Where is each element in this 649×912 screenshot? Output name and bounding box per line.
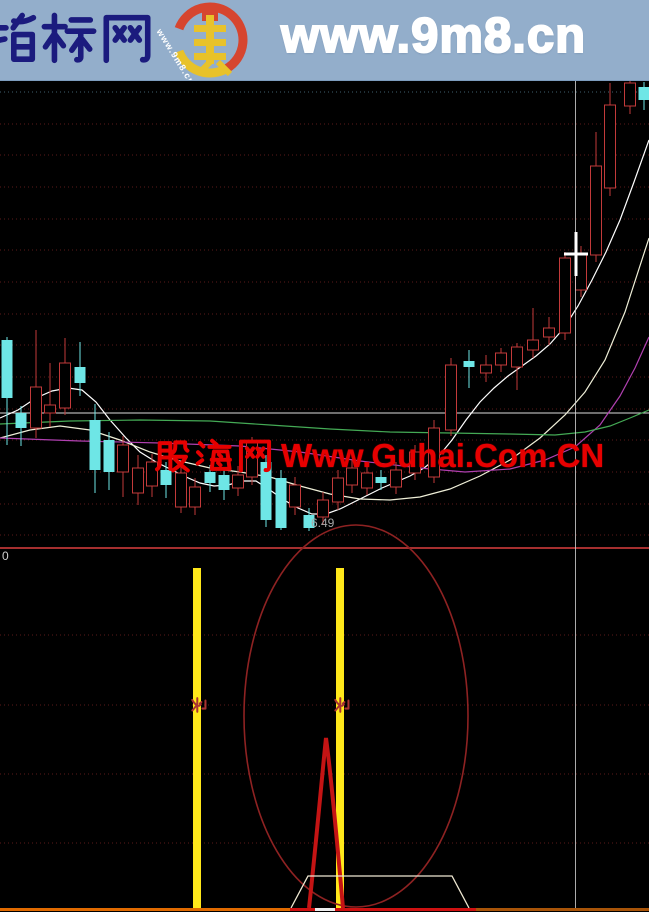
candle-up: [44, 404, 56, 414]
candle-up: [543, 327, 555, 338]
candle-up: [30, 386, 42, 429]
candle-up: [445, 364, 457, 431]
candle-up: [146, 461, 158, 487]
candle-down: [74, 367, 86, 383]
candle-down: [204, 472, 216, 483]
candle-up: [232, 474, 244, 489]
candle-down: [463, 361, 475, 367]
candle-up: [132, 467, 144, 494]
char-biao: [41, 11, 97, 67]
baseline-segment: [290, 908, 476, 911]
site-logo: [172, 2, 248, 80]
candle-up: [317, 499, 329, 518]
candle-up: [346, 467, 358, 486]
watermark: Www.Guhai.Com.CN: [154, 437, 604, 475]
char-mai: [334, 697, 351, 714]
candle-down: [160, 470, 172, 485]
low-price-label: 6.49: [311, 516, 335, 530]
candle-down: [638, 87, 649, 100]
char-gu: [154, 437, 192, 475]
candle-down: [303, 515, 315, 528]
site-banner: www.9m8.cn www.9m8.cn: [0, 0, 649, 81]
char-wang2: [236, 437, 274, 475]
signal-bar: [193, 568, 201, 908]
indicator-trapezoid: [290, 875, 470, 909]
candle-up: [117, 444, 129, 473]
candle-up: [289, 484, 301, 508]
baseline-segment: [476, 908, 649, 911]
candle-up: [175, 472, 187, 508]
indicator-zero-label: 0: [2, 549, 9, 563]
candle-up: [428, 427, 440, 478]
indicator-spike: [307, 737, 345, 909]
candle-up: [559, 257, 571, 334]
buy-signal-marker: [329, 697, 351, 714]
candle-up: [332, 477, 344, 503]
candle-down: [275, 478, 287, 528]
signal-bar: [336, 568, 344, 908]
candle-up: [495, 352, 507, 366]
ma-green: [0, 409, 649, 436]
char-mai: [191, 697, 208, 714]
candle-down: [218, 475, 230, 490]
candle-up: [527, 339, 539, 351]
ma-slow-cream: [0, 237, 649, 501]
candle-up: [189, 486, 201, 508]
candle-up: [361, 472, 373, 489]
site-title: [0, 11, 157, 67]
candle-down: [15, 413, 27, 428]
baseline-segment: [0, 908, 290, 911]
banner-url-text: www.9m8.cn: [280, 8, 587, 64]
candle-up: [390, 469, 402, 488]
candle-down: [260, 462, 272, 520]
char-hai: [195, 437, 233, 475]
char-wang: [99, 11, 155, 67]
ma-fast-white: [0, 139, 649, 515]
highlight-ellipse: [243, 524, 469, 908]
candle-down: [89, 420, 101, 470]
char-zhi: [0, 11, 39, 67]
candle-down: [103, 440, 115, 472]
candle-up: [59, 362, 71, 409]
candle-up: [511, 346, 523, 368]
watermark-latin-text: Www.Guhai.Com.CN: [281, 437, 605, 474]
candle-up: [409, 451, 421, 474]
candle-up: [624, 82, 636, 107]
candle-down: [1, 340, 13, 398]
candle-up: [590, 165, 602, 256]
logo-ring-icon: [174, 2, 248, 78]
candle-down: [375, 477, 387, 483]
candle-up: [480, 364, 492, 374]
baseline-segment: [315, 908, 335, 911]
candle-up: [604, 104, 616, 189]
buy-signal-marker: [186, 697, 208, 714]
